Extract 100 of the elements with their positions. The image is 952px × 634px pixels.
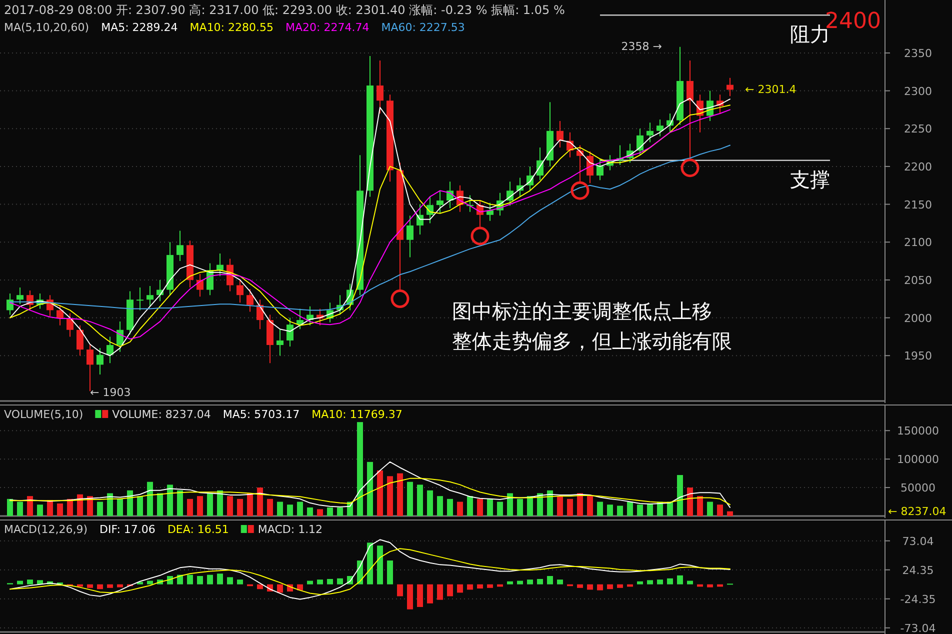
bar	[427, 584, 433, 604]
bar	[217, 490, 223, 516]
bar	[17, 502, 23, 516]
y-tick-label: -24.35	[900, 592, 936, 606]
y-tick-label: 2350	[904, 46, 932, 60]
y-tick-label: 1950	[904, 350, 932, 363]
bar	[377, 470, 383, 516]
bar	[467, 584, 473, 590]
bar	[647, 580, 653, 584]
legend-title: VOLUME(5,10)	[4, 408, 84, 421]
text: MA20: 2274.74	[286, 21, 370, 34]
bar	[387, 560, 393, 584]
bar	[377, 546, 383, 584]
bar	[397, 473, 403, 516]
line-series	[10, 461, 730, 508]
bar	[547, 576, 553, 584]
bar	[177, 490, 183, 516]
line-series	[10, 548, 730, 595]
bar	[467, 496, 473, 516]
line-series	[10, 539, 730, 600]
bar	[387, 476, 393, 516]
bar	[697, 496, 703, 516]
bar	[17, 580, 23, 584]
chart-title: 2017-08-29 08:00 开: 2307.90 高: 2317.00 低: 2293.00 收: 2301.40 涨幅: -0.23 % 振幅: 1.05 %	[4, 3, 565, 17]
bar	[247, 493, 253, 516]
bar	[107, 584, 113, 588]
bar	[457, 584, 463, 593]
annotation: 整体走势偏多，但上涨动能有限	[452, 329, 732, 353]
text: ← 2301.4	[745, 83, 796, 96]
bar	[597, 502, 603, 516]
bar	[217, 574, 223, 584]
bar	[187, 574, 193, 584]
bar	[187, 498, 193, 516]
bar	[657, 580, 663, 584]
ref-line-label: 支撑	[790, 167, 830, 192]
bar	[477, 584, 483, 589]
bar	[687, 580, 693, 584]
y-tick-label: 24.35	[902, 564, 934, 577]
bar	[507, 493, 513, 516]
bar	[27, 496, 33, 516]
bar	[227, 496, 233, 516]
bar	[237, 498, 243, 516]
legend-label: MACD: 1.12	[258, 523, 323, 536]
bar	[357, 422, 363, 516]
bar	[457, 502, 463, 516]
bar	[567, 498, 573, 516]
bar	[57, 503, 63, 516]
bar	[637, 581, 643, 584]
bar	[257, 584, 263, 590]
bar	[417, 484, 423, 516]
bar	[307, 507, 313, 516]
bar	[587, 584, 593, 590]
bar	[367, 542, 373, 584]
text: ← 8237.04	[888, 505, 946, 518]
bar	[687, 488, 693, 516]
y-tick-label: 100000	[897, 453, 939, 466]
bar	[407, 482, 413, 516]
bar	[137, 582, 143, 584]
y-tick-label: 2000	[904, 312, 932, 325]
bar	[97, 502, 103, 516]
bar	[137, 496, 143, 516]
bar	[637, 504, 643, 516]
annotation: 2358 →	[621, 40, 662, 53]
bar	[597, 584, 603, 590]
bar	[507, 581, 513, 584]
bar	[487, 498, 493, 516]
bar	[617, 584, 623, 588]
bar	[607, 504, 613, 516]
bar	[127, 490, 133, 516]
bar	[727, 511, 733, 516]
bar	[577, 584, 583, 588]
bar	[77, 494, 83, 516]
bar	[237, 580, 243, 584]
bar	[547, 490, 553, 516]
bar	[717, 504, 723, 516]
legend-title: MACD(12,26,9)	[4, 523, 88, 536]
bar	[607, 584, 613, 590]
bar	[437, 496, 443, 516]
bar	[147, 580, 153, 584]
bar	[117, 498, 123, 516]
legend-label: VOLUME: 8237.04	[112, 408, 211, 421]
bar	[157, 493, 163, 516]
bar	[337, 578, 343, 584]
y-tick-label: 150000	[897, 424, 939, 438]
bar	[647, 503, 653, 516]
text: MA10: 2280.55	[190, 21, 274, 34]
bar	[27, 580, 33, 584]
bar	[587, 496, 593, 516]
text: DIF: 17.06	[100, 523, 156, 536]
text: MA10: 11769.37	[312, 408, 402, 421]
bar	[667, 578, 673, 584]
bar	[407, 584, 413, 610]
bar	[67, 498, 73, 516]
bar	[207, 493, 213, 516]
y-tick-label: 50000	[900, 482, 936, 495]
bar	[7, 498, 13, 516]
bar	[197, 576, 203, 584]
bar	[517, 498, 523, 516]
bar	[297, 502, 303, 516]
bar	[537, 578, 543, 584]
